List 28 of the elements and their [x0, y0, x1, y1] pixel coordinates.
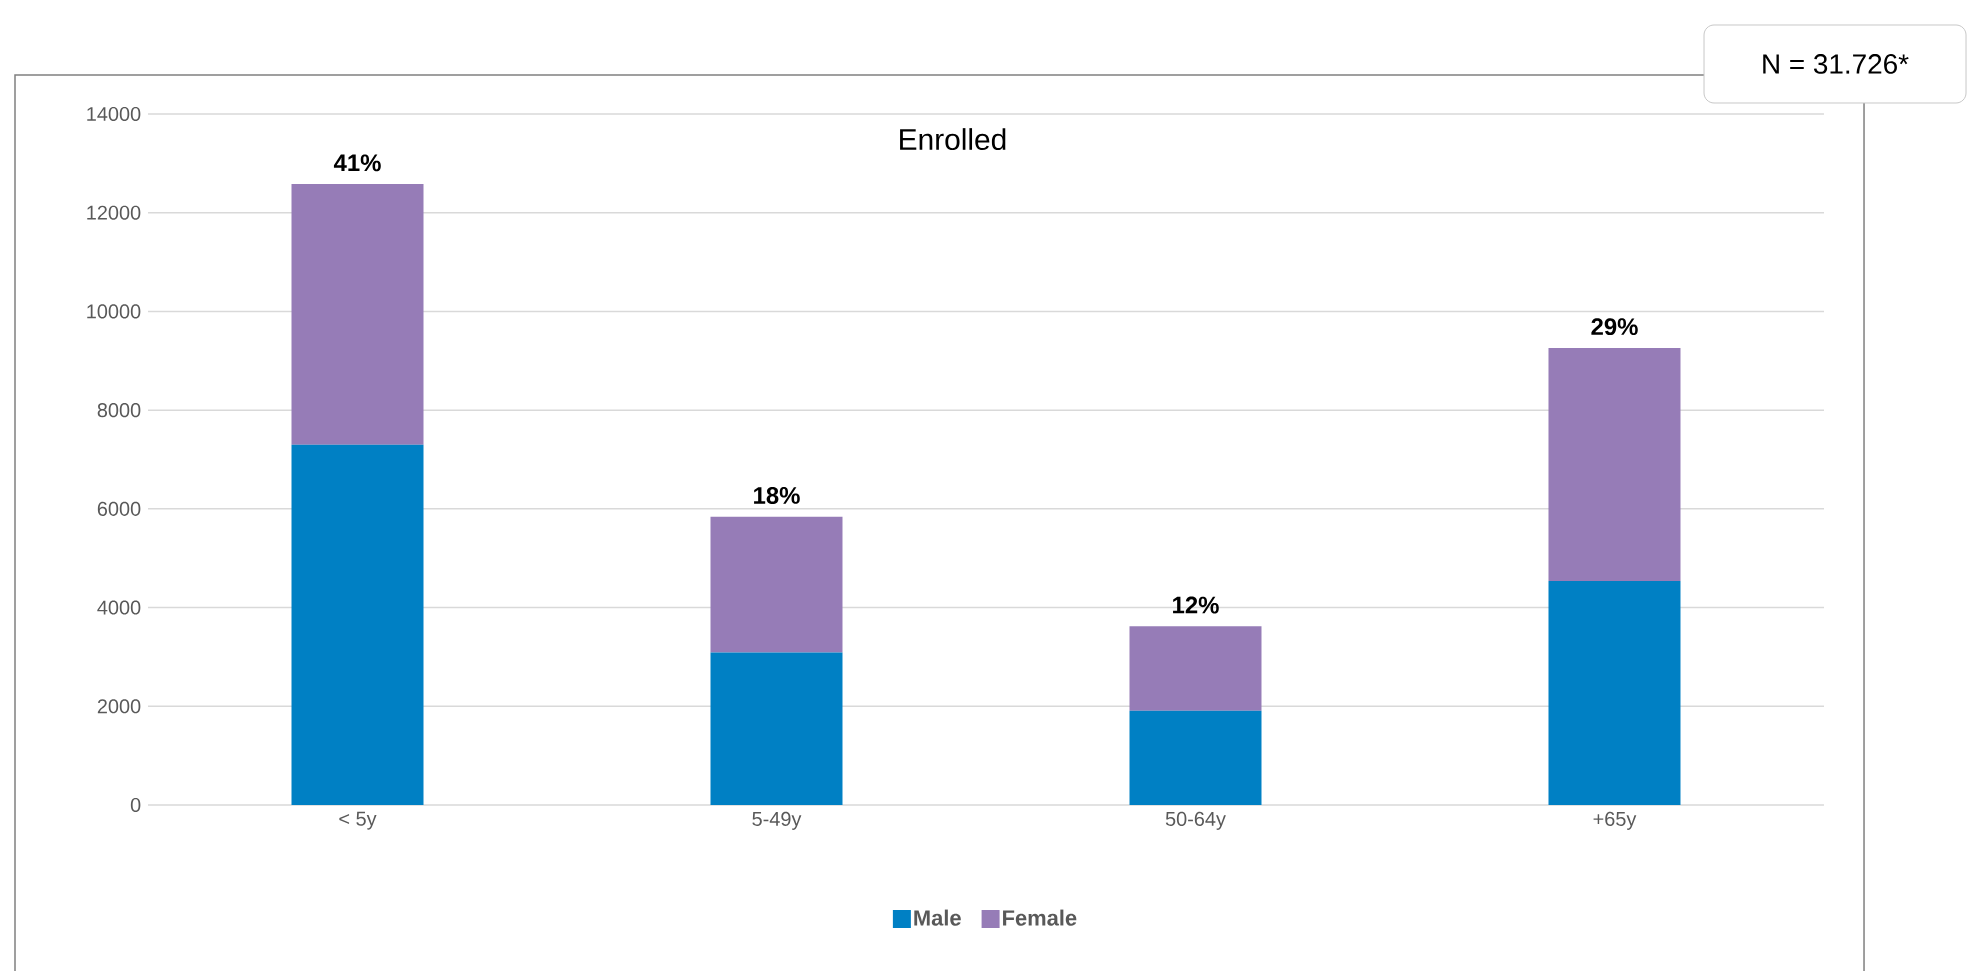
y-tick-label: 0 — [130, 797, 141, 813]
y-tick-label: 6000 — [97, 501, 141, 516]
x-tick-label: < 5y — [339, 811, 377, 830]
legend-label: Male — [914, 909, 961, 926]
x-tick-label: 50-64y — [1165, 811, 1226, 830]
legend-label: Female — [1003, 909, 1077, 926]
y-tick-label: 4000 — [97, 600, 141, 615]
x-tick-label: +65y — [1593, 811, 1637, 830]
y-tick-label: 8000 — [97, 403, 141, 418]
bar — [1548, 347, 1681, 581]
annotation: 18% — [754, 486, 800, 504]
text: N = 31.726* — [1763, 54, 1909, 74]
annotation: 41% — [333, 154, 381, 172]
chart-title: Enrolled — [900, 128, 1006, 151]
bar — [710, 652, 843, 805]
y-tick-label: 14000 — [87, 106, 141, 122]
bar — [1548, 580, 1681, 805]
bar — [1129, 626, 1262, 711]
annotation: 29% — [1591, 318, 1638, 336]
annotation: 12% — [1173, 596, 1219, 614]
bar — [291, 184, 424, 445]
bar — [291, 444, 424, 805]
y-tick-label: 2000 — [97, 699, 141, 714]
bar — [710, 516, 843, 653]
x-tick-label: 5-49y — [752, 811, 802, 830]
bar — [1129, 710, 1262, 805]
y-tick-label: 12000 — [87, 205, 141, 220]
y-tick-label: 10000 — [87, 304, 141, 319]
